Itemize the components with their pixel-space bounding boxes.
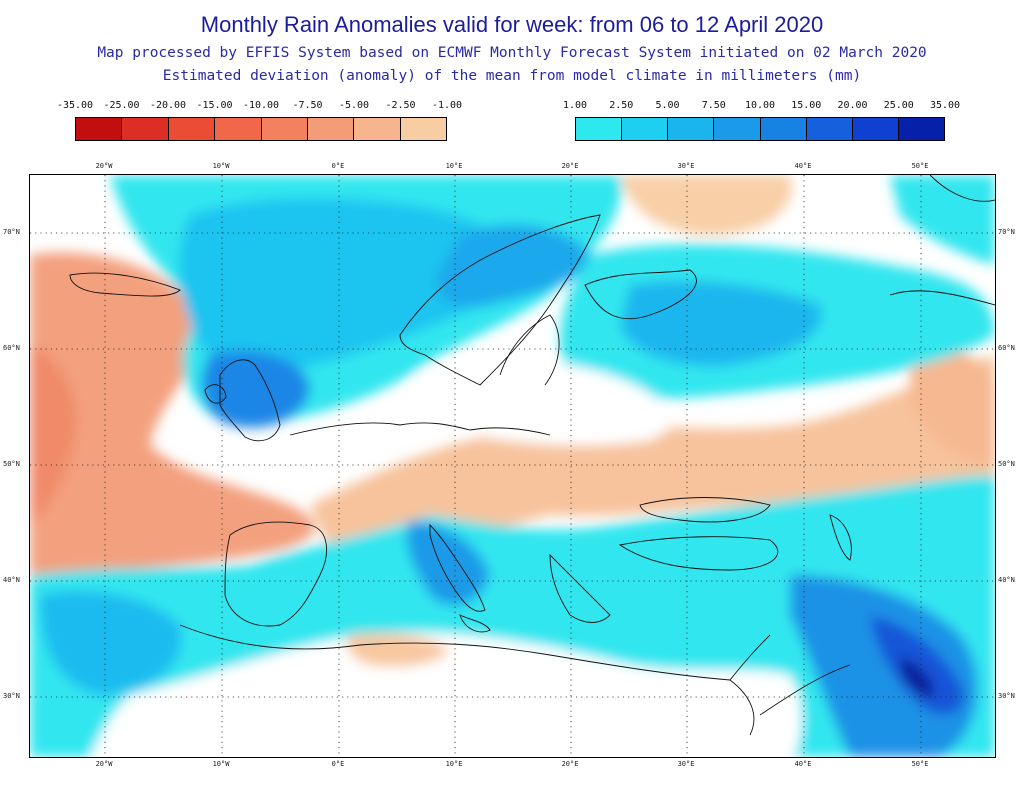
positive-legend-swatch xyxy=(760,118,807,140)
positive-legend-tick-label: 25.00 xyxy=(883,100,914,111)
longitude-label: 50°E xyxy=(911,760,929,768)
longitude-label: 40°E xyxy=(794,760,812,768)
map-title: Monthly Rain Anomalies valid for week: f… xyxy=(200,12,824,37)
negative-legend-tick-label: -25.00 xyxy=(103,100,140,111)
wet-region-uk xyxy=(201,351,310,428)
dry-patch-north-africa xyxy=(346,633,450,667)
subtitle-processing-info: Map processed by EFFIS System based on E… xyxy=(97,45,927,61)
anomaly-map-svg xyxy=(30,175,995,757)
positive-legend-tick-label: 35.00 xyxy=(929,100,961,111)
latitude-label: 30°N xyxy=(3,692,20,700)
wet-region-arctic-east xyxy=(890,175,995,265)
positive-anomaly-legend: 1.00 2.50 5.00 7.50 10.00 15.00 20.00 25.00 35.0… xyxy=(563,100,960,142)
positive-legend-tick-label: 7.50 xyxy=(701,100,726,111)
negative-legend-tick-label: -1.00 xyxy=(431,100,463,111)
latitude-label: 60°N xyxy=(3,344,20,352)
dry-region-east xyxy=(910,345,995,465)
longitude-label: 40°E xyxy=(794,162,812,170)
wet-region-middle-east-max xyxy=(900,655,935,697)
negative-legend-swatch xyxy=(122,118,169,140)
positive-legend-tick-label: 20.00 xyxy=(837,100,868,111)
longitude-label: 30°E xyxy=(677,162,695,170)
longitude-label: 10°W xyxy=(212,760,230,768)
longitude-label: 20°W xyxy=(95,162,113,170)
longitude-label: 20°W xyxy=(95,760,113,768)
negative-legend-tick-label: -2.50 xyxy=(385,100,416,111)
wet-region-middle-east xyxy=(790,575,978,757)
positive-legend-swatch xyxy=(806,118,853,140)
longitude-label: 30°E xyxy=(677,760,695,768)
positive-legend-swatch xyxy=(898,118,944,140)
longitude-label: 10°E xyxy=(445,760,463,768)
positive-legend-swatch xyxy=(576,118,623,140)
negative-legend-swatch xyxy=(354,118,401,140)
wet-region-middle-east-core xyxy=(870,615,965,715)
negative-legend-swatch xyxy=(400,118,446,140)
negative-legend-tick-label: -35.00 xyxy=(56,100,94,111)
positive-legend-swatch xyxy=(668,118,715,140)
anomaly-map xyxy=(29,174,996,758)
negative-legend-swatch xyxy=(76,118,123,140)
negative-legend-tick-label: -7.50 xyxy=(292,100,323,111)
positive-legend-colorbar xyxy=(575,117,945,141)
negative-legend-swatch xyxy=(168,118,216,140)
wet-region-italy xyxy=(406,520,490,606)
coastlines xyxy=(69,175,995,736)
latitude-label: 50°N xyxy=(3,460,20,468)
negative-legend-swatch xyxy=(215,118,262,140)
wet-region-iberia xyxy=(40,591,182,695)
negative-legend-swatch xyxy=(307,118,355,140)
positive-legend-tick-label: 1.00 xyxy=(562,100,588,111)
positive-legend-labels: 1.00 2.50 5.00 7.50 10.00 15.00 20.00 25.00 35.0… xyxy=(563,100,960,114)
wet-region-north-atlantic-mid xyxy=(179,198,515,369)
dry-region-arctic xyxy=(620,175,792,235)
positive-legend-swatch xyxy=(714,118,761,140)
longitude-label: 10°W xyxy=(212,162,230,170)
no-anomaly-central-europe xyxy=(410,360,671,446)
latitude-label: 70°N xyxy=(3,228,20,236)
no-anomaly-north-africa xyxy=(90,632,802,757)
positive-legend-swatch xyxy=(852,118,899,140)
positive-legend-tick-label: 2.50 xyxy=(609,100,634,111)
positive-legend-tick-label: 5.00 xyxy=(655,100,680,111)
latitude-label: 60°N xyxy=(998,344,1015,352)
dry-region-atlantic-core xyxy=(30,345,77,525)
negative-legend-tick-label: -5.00 xyxy=(338,100,370,111)
latitude-label: 40°N xyxy=(3,576,20,584)
negative-anomaly-legend: -35.00 -25.00 -20.00 -15.00 -10.00 -7.50 -5.00… xyxy=(57,100,462,142)
dry-region-atlantic xyxy=(30,252,315,575)
latitude-label: 50°N xyxy=(998,460,1015,468)
positive-legend-swatch xyxy=(622,118,669,140)
longitude-label: 0°E xyxy=(331,162,345,170)
negative-legend-tick-label: -15.00 xyxy=(196,100,233,111)
positive-legend-tick-label: 10.00 xyxy=(744,100,776,111)
longitude-label: 0°E xyxy=(331,760,345,768)
latitude-label: 30°N xyxy=(998,692,1015,700)
negative-legend-tick-label: -10.00 xyxy=(242,100,280,111)
latitude-label: 40°N xyxy=(998,576,1015,584)
negative-legend-labels: -35.00 -25.00 -20.00 -15.00 -10.00 -7.50 -5.00… xyxy=(57,100,462,114)
longitude-label: 50°E xyxy=(911,162,929,170)
negative-legend-colorbar xyxy=(75,117,447,141)
longitude-label: 10°E xyxy=(445,162,463,170)
latitude-label: 70°N xyxy=(998,228,1015,236)
wet-region-scandinavia xyxy=(437,224,590,308)
positive-legend-tick-label: 15.00 xyxy=(791,100,822,111)
wet-region-russia-mid xyxy=(620,281,822,366)
anomaly-fields xyxy=(30,175,995,757)
longitude-label: 20°E xyxy=(561,760,579,768)
subtitle-units-info: Estimated deviation (anomaly) of the mea… xyxy=(162,68,862,84)
negative-legend-tick-label: -20.00 xyxy=(149,100,187,111)
longitude-label: 20°E xyxy=(561,162,579,170)
negative-legend-swatch xyxy=(261,118,308,140)
